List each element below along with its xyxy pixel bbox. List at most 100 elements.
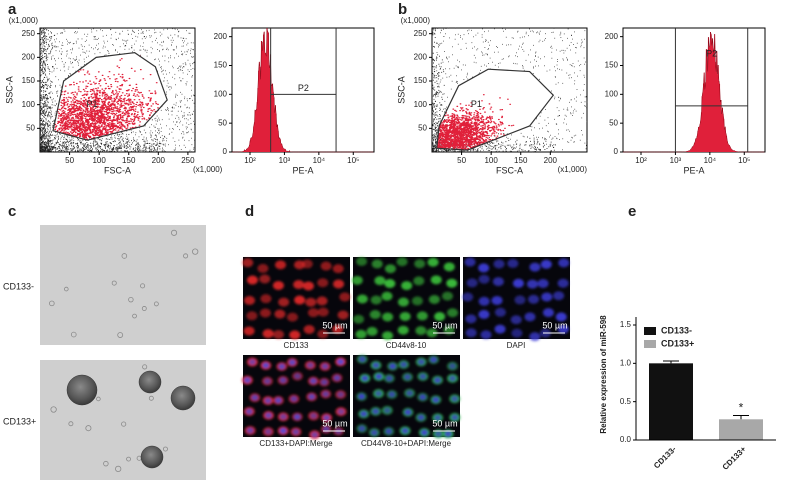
cell <box>323 414 331 421</box>
single-cell <box>141 306 147 311</box>
cell <box>292 428 300 435</box>
cell <box>420 429 428 436</box>
y-unit: (x1,000) <box>9 16 39 25</box>
cell <box>310 412 318 419</box>
x-tick-label: 50 <box>457 156 466 165</box>
cell <box>358 393 366 400</box>
panel-label: d <box>245 203 254 220</box>
cell <box>448 363 456 370</box>
single-cell <box>171 229 178 236</box>
panel-label: c <box>8 203 16 220</box>
cell <box>353 314 365 324</box>
cell <box>265 412 273 419</box>
cell <box>493 259 505 269</box>
y-tick-label: 150 <box>414 76 428 85</box>
x-tick-label: 10² <box>635 156 647 165</box>
cell <box>466 278 478 288</box>
caption: DAPI <box>507 341 526 350</box>
plot-frame <box>622 27 766 153</box>
y-tick-label: 150 <box>214 61 228 70</box>
sphere <box>140 445 164 469</box>
y-unit: (x1,000) <box>401 16 431 25</box>
cell <box>288 359 296 366</box>
panel-label: e <box>628 203 636 220</box>
cell <box>401 281 413 291</box>
cell <box>434 414 442 421</box>
cell <box>361 375 369 382</box>
error-bar <box>663 360 679 364</box>
cell <box>320 261 332 271</box>
single-cell <box>121 253 128 259</box>
cell <box>492 277 504 287</box>
cell <box>337 358 345 365</box>
cell <box>289 330 301 340</box>
cells <box>241 357 347 440</box>
legend-swatch <box>644 340 656 348</box>
cell <box>279 377 287 384</box>
cell <box>541 292 553 302</box>
panel-label: b <box>398 1 407 18</box>
cell <box>332 264 344 274</box>
single-cell <box>148 395 154 401</box>
cell <box>246 311 258 321</box>
cell <box>514 295 526 305</box>
event-dots <box>40 27 196 153</box>
cell <box>478 309 490 319</box>
single-cell <box>126 456 131 462</box>
caption: CD133 <box>284 341 309 350</box>
cell <box>444 430 452 437</box>
cell <box>388 391 396 398</box>
cell <box>274 397 282 404</box>
y-axis-title: SSC-A <box>4 76 14 104</box>
cell <box>306 362 314 369</box>
single-cell <box>132 313 137 319</box>
cell <box>430 356 438 363</box>
cell <box>385 428 393 435</box>
cell <box>317 329 329 339</box>
y-tick-label: 100 <box>214 89 228 98</box>
x-tick-label: 10⁵ <box>347 156 359 165</box>
cell <box>529 332 541 342</box>
cell <box>426 328 438 338</box>
x-tick-label: 100 <box>92 156 106 165</box>
cell <box>337 391 345 398</box>
cell <box>309 378 317 385</box>
cell <box>510 315 522 325</box>
cell <box>355 329 367 339</box>
cell <box>478 274 490 284</box>
x-unit: (x1,000) <box>558 165 588 174</box>
x-tick-label: 150 <box>122 156 136 165</box>
cell <box>286 312 298 322</box>
single-cell <box>64 286 69 292</box>
cell <box>404 409 412 416</box>
cell <box>374 276 386 286</box>
gate <box>674 28 749 152</box>
gated-event-dots <box>54 55 159 140</box>
cell <box>417 358 425 365</box>
y-tick-label: 150 <box>605 61 619 70</box>
cell <box>512 278 524 288</box>
cell <box>308 393 316 400</box>
cell <box>529 262 541 272</box>
cell <box>246 427 254 434</box>
y-axis-title: SSC-A <box>396 76 406 104</box>
cell <box>272 280 284 290</box>
cell <box>557 324 569 334</box>
sphere <box>66 374 98 406</box>
cell <box>257 263 269 273</box>
y-tick-label: 0 <box>614 147 619 156</box>
cell <box>321 363 329 370</box>
cell <box>413 276 425 286</box>
cell <box>419 373 427 380</box>
scale-bar-label: 50 µm <box>432 320 457 330</box>
cell <box>491 295 503 305</box>
cell <box>246 275 258 285</box>
histogram-outline <box>232 27 374 153</box>
cell <box>290 395 298 402</box>
y-tick-label: 250 <box>414 29 428 38</box>
x-axis-title: PE-A <box>683 165 704 175</box>
micrograph <box>353 257 460 339</box>
cell <box>322 390 330 397</box>
cell <box>370 429 378 436</box>
